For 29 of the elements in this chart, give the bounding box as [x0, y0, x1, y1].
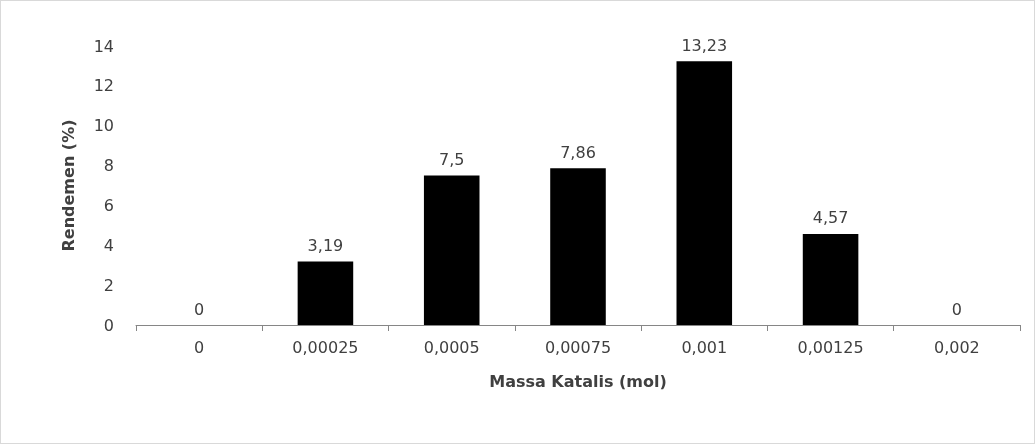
bar [802, 233, 859, 325]
x-tick-label: 0,00125 [797, 337, 864, 357]
data-label: 3,19 [307, 235, 344, 255]
x-tick-label: 0,001 [681, 337, 728, 357]
y-tick-label: 8 [103, 156, 114, 176]
y-tick-label: 14 [93, 36, 114, 56]
y-tick-label: 6 [103, 195, 114, 215]
data-label: 7,5 [438, 150, 465, 170]
x-tick-label: 0,002 [933, 337, 980, 357]
data-label: 13,23 [681, 35, 728, 55]
data-label: 0 [951, 299, 962, 319]
x-tick-label: 0,0005 [423, 337, 480, 357]
data-label: 0 [194, 299, 205, 319]
y-tick-label: 0 [103, 315, 114, 335]
x-tick-label: 0,00025 [292, 337, 359, 357]
x-axis-title: Massa Katalis (mol) [489, 371, 667, 391]
y-axis-title: Rendemen (%) [58, 119, 78, 252]
bar [676, 61, 733, 325]
y-tick-label: 2 [103, 275, 114, 295]
data-label: 4,57 [812, 208, 849, 228]
y-tick-label: 4 [103, 235, 114, 255]
bar [423, 175, 480, 325]
bar [297, 261, 354, 325]
y-tick-label: 10 [93, 116, 114, 136]
bar [550, 168, 606, 325]
x-tick-label: 0 [194, 337, 205, 357]
data-label: 7,86 [560, 142, 596, 162]
x-tick-label: 0,00075 [544, 337, 612, 357]
y-tick-label: 12 [93, 76, 114, 96]
